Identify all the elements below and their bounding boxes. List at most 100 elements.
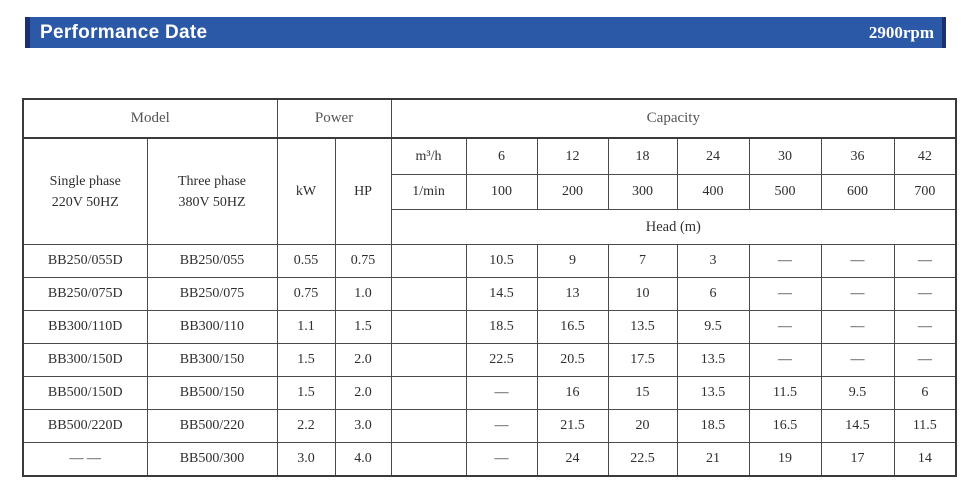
head-value-cell: —	[820, 310, 895, 344]
hp-column-header: HP	[334, 137, 392, 245]
unit-empty-cell	[390, 277, 467, 311]
flow-lmin-row: 1/min 100 200 300 400 500 600 700	[23, 174, 957, 210]
head-value-cell: 14	[893, 442, 957, 477]
head-value-cell: —	[465, 442, 538, 477]
head-value-cell: 7	[607, 244, 678, 278]
unit-empty-cell	[390, 343, 467, 377]
kw-cell: 3.0	[276, 442, 336, 477]
flow-m3h-row: Single phase 220V 50HZ Three phase 380V …	[22, 137, 957, 245]
model-single-cell: — —	[22, 442, 148, 477]
model-single-cell: BB500/220D	[22, 409, 148, 443]
table-row: BB300/150D BB300/150 1.5 2.0 22.5 20.5 17.5 13.…	[22, 343, 957, 377]
flow-lmin-value: 600	[820, 174, 895, 210]
rpm-badge: 2900rpm	[868, 22, 934, 42]
head-value-cell: 17.5	[607, 343, 678, 377]
head-value-cell: 18.5	[465, 310, 538, 344]
head-value-cell: 14.5	[465, 277, 538, 311]
table-row: BB250/055D BB250/055 0.55 0.75 10.5 9 7 3— — —	[22, 244, 957, 278]
kw-cell: 1.1	[276, 310, 336, 344]
head-value-cell: 21.5	[536, 409, 609, 443]
head-m-label: Head (m)	[390, 209, 957, 245]
head-value-cell: 13.5	[676, 343, 750, 377]
flow-m3h-value: 36	[820, 137, 895, 175]
head-value-cell: 20.5	[536, 343, 609, 377]
performance-table: Model Power Capacity Single phase 220V 5…	[22, 98, 958, 477]
head-value-cell: —	[893, 343, 957, 377]
table-row: BB250/075D BB250/075 0.75 1.0 14.5 13 10 6— — —	[22, 277, 957, 311]
flow-lmin-value: 400	[676, 174, 750, 210]
three-phase-header: Three phase 380V 50HZ	[146, 137, 278, 245]
single-phase-header: Single phase 220V 50HZ	[22, 137, 148, 245]
flow-m3h-value: 6	[465, 137, 538, 175]
page-title: Performance Date	[40, 21, 208, 43]
head-value-cell: 13.5	[676, 376, 750, 410]
head-value-cell: —	[820, 277, 895, 311]
head-value-cell: 13	[536, 277, 609, 311]
lmin-unit-label: 1/min	[390, 174, 467, 210]
model-single-cell: BB500/150D	[22, 376, 148, 410]
flow-m3h-value: 18	[607, 137, 678, 175]
flow-lmin-value: 500	[748, 174, 822, 210]
head-value-cell: —	[748, 244, 822, 278]
head-value-cell: 22.5	[607, 442, 678, 477]
table-body: BB250/055D BB250/055 0.55 0.75 10.5 9 7 3— — — BB2…	[22, 244, 957, 477]
flow-m3h-value: 24	[676, 137, 750, 175]
kw-cell: 0.75	[276, 277, 336, 311]
hp-cell: 4.0	[334, 442, 392, 477]
head-value-cell: —	[893, 310, 957, 344]
power-group-header: Power	[276, 98, 392, 139]
model-single-cell: BB300/150D	[22, 343, 148, 377]
head-value-cell: 24	[536, 442, 609, 477]
flow-m3h-value: 42	[893, 137, 957, 175]
head-value-cell: 9.5	[820, 376, 895, 410]
model-three-cell: BB300/110	[146, 310, 278, 344]
model-single-cell: BB250/055D	[22, 244, 148, 278]
head-value-cell: —	[820, 343, 895, 377]
capacity-group-header: Capacity	[390, 98, 957, 139]
head-value-cell: —	[748, 310, 822, 344]
table-row: — — BB500/300 3.0 4.0 —24 22.5 21 19 17 14	[22, 442, 957, 477]
head-m-row: Head (m)	[23, 209, 957, 245]
hp-cell: 3.0	[334, 409, 392, 443]
flow-m3h-value: 12	[536, 137, 609, 175]
head-value-cell: 16	[536, 376, 609, 410]
model-single-cell: BB250/075D	[22, 277, 148, 311]
head-value-cell: 17	[820, 442, 895, 477]
kw-cell: 2.2	[276, 409, 336, 443]
kw-cell: 0.55	[276, 244, 336, 278]
unit-empty-cell	[390, 310, 467, 344]
table-row: BB500/150D BB500/150 1.5 2.0 —16 15 13.5 11.5 9.…	[22, 376, 957, 410]
kw-cell: 1.5	[276, 343, 336, 377]
flow-m3h-value: 30	[748, 137, 822, 175]
hp-cell: 1.0	[334, 277, 392, 311]
hp-cell: 0.75	[334, 244, 392, 278]
head-value-cell: 16.5	[536, 310, 609, 344]
three-phase-line1: Three phase	[177, 173, 247, 189]
head-value-cell: 15	[607, 376, 678, 410]
head-value-cell: 18.5	[676, 409, 750, 443]
kw-cell: 1.5	[276, 376, 336, 410]
head-value-cell: 6	[676, 277, 750, 311]
model-three-cell: BB500/150	[146, 376, 278, 410]
head-value-cell: 14.5	[820, 409, 895, 443]
model-group-header: Model	[22, 98, 278, 139]
table-row: BB300/110D BB300/110 1.1 1.5 18.5 16.5 13.5 9.5…	[22, 310, 957, 344]
unit-empty-cell	[390, 376, 467, 410]
hp-cell: 2.0	[334, 343, 392, 377]
flow-lmin-value: 200	[536, 174, 609, 210]
head-value-cell: 16.5	[748, 409, 822, 443]
head-value-cell: 10	[607, 277, 678, 311]
model-three-cell: BB500/220	[146, 409, 278, 443]
flow-lmin-value: 300	[607, 174, 678, 210]
unit-empty-cell	[390, 442, 467, 477]
head-value-cell: —	[465, 376, 538, 410]
model-three-cell: BB300/150	[146, 343, 278, 377]
hp-cell: 2.0	[334, 376, 392, 410]
head-value-cell: 10.5	[465, 244, 538, 278]
head-value-cell: 22.5	[465, 343, 538, 377]
kw-column-header: kW	[276, 137, 336, 245]
head-value-cell: 11.5	[893, 409, 957, 443]
head-value-cell: 20	[607, 409, 678, 443]
head-value-cell: —	[820, 244, 895, 278]
head-value-cell: 9	[536, 244, 609, 278]
